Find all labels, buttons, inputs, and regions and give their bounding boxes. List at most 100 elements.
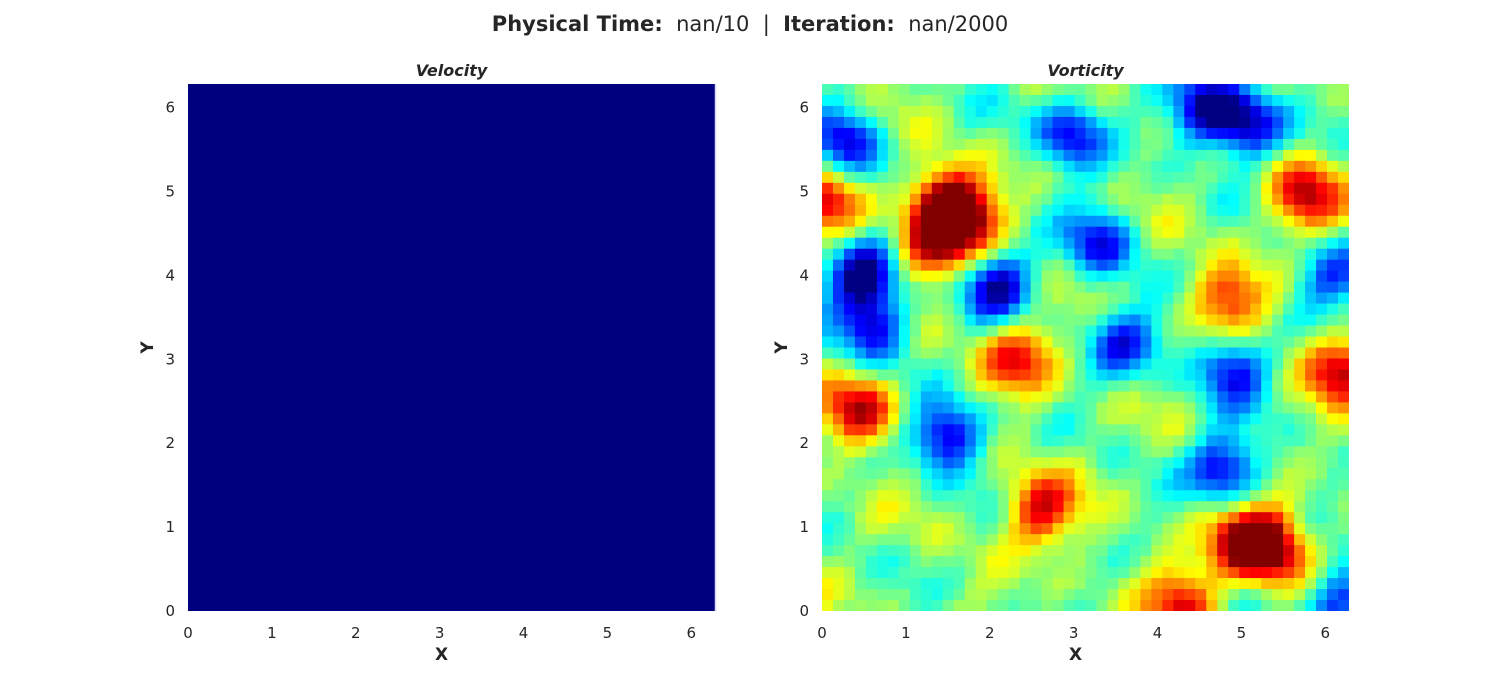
vorticity-cell: [832, 84, 845, 96]
vorticity-cell: [953, 116, 966, 129]
vorticity-cell: [1052, 237, 1065, 250]
vorticity-cell: [1338, 215, 1349, 228]
vorticity-cell: [1140, 512, 1152, 524]
vorticity-cell: [997, 171, 1010, 184]
vorticity-cell: [964, 479, 977, 491]
vorticity-cell: [1085, 479, 1098, 491]
vorticity-cell: [865, 171, 878, 184]
vorticity-cell: [1041, 259, 1054, 272]
vorticity-cell: [1052, 259, 1065, 272]
vorticity-cell: [1283, 534, 1295, 546]
vorticity-cell: [1250, 138, 1262, 151]
vorticity-cell: [1217, 171, 1229, 184]
vorticity-cell: [865, 94, 878, 107]
vorticity-cell: [997, 292, 1010, 305]
vorticity-cell: [1085, 116, 1098, 129]
vorticity-cell: [1305, 270, 1317, 283]
vorticity-cell: [1030, 215, 1043, 228]
vorticity-cell: [1085, 600, 1098, 611]
vorticity-cell: [822, 105, 834, 118]
vorticity-cell: [1338, 303, 1349, 316]
vorticity-cell: [1283, 281, 1295, 294]
vorticity-cell: [1316, 413, 1328, 425]
vorticity-cell: [1129, 402, 1141, 414]
vorticity-cell: [822, 171, 834, 184]
vorticity-cell: [1206, 358, 1218, 371]
vorticity-cell: [1206, 402, 1218, 414]
vorticity-cell: [1085, 567, 1098, 579]
vorticity-cell: [1173, 600, 1185, 611]
vorticity-cell: [1239, 424, 1251, 436]
vorticity-cell: [1250, 391, 1262, 403]
vorticity-cell: [953, 138, 966, 151]
vorticity-cell: [1074, 303, 1087, 316]
vorticity-cell: [986, 358, 999, 371]
vorticity-cell: [832, 94, 845, 107]
vorticity-cell: [1173, 281, 1185, 294]
vorticity-cell: [1008, 226, 1021, 239]
vorticity-cell: [1030, 435, 1043, 447]
vorticity-cell: [1140, 259, 1152, 272]
vorticity-cell: [843, 149, 856, 162]
vorticity-cell: [1140, 84, 1152, 96]
vorticity-cell: [1140, 347, 1152, 360]
vorticity-cell: [1283, 270, 1295, 283]
vorticity-cell: [1063, 523, 1076, 535]
vorticity-cell: [953, 446, 966, 458]
vorticity-cell: [822, 446, 834, 458]
vorticity-cell: [1173, 248, 1185, 261]
vorticity-cell: [1085, 380, 1098, 393]
vorticity-cell: [843, 259, 856, 272]
vorticity-cell: [942, 556, 955, 568]
vorticity-cell: [1096, 435, 1109, 447]
vorticity-cell: [975, 446, 988, 458]
vorticity-cell: [876, 149, 889, 162]
vorticity-cell: [1316, 600, 1328, 611]
vorticity-cell: [832, 347, 845, 360]
vorticity-cell: [1041, 435, 1054, 447]
vorticity-cell: [1019, 193, 1032, 206]
vorticity-cell: [1195, 127, 1207, 140]
vorticity-cell: [1195, 424, 1207, 436]
vorticity-cell: [1030, 545, 1043, 557]
vorticity-cell: [1151, 314, 1163, 327]
vorticity-cell: [865, 226, 878, 239]
vorticity-cell: [1272, 490, 1284, 502]
vorticity-cell: [986, 589, 999, 601]
vorticity-cell: [1184, 545, 1196, 557]
vorticity-cell: [953, 160, 966, 173]
vorticity-cell: [854, 600, 867, 611]
vorticity-cell: [931, 105, 944, 118]
vorticity-cell: [1151, 468, 1163, 480]
vorticity-cell: [1063, 226, 1076, 239]
vorticity-cell: [832, 182, 845, 195]
vorticity-cell: [920, 545, 933, 557]
vorticity-cell: [1294, 578, 1306, 590]
vorticity-cell: [1041, 116, 1054, 129]
vorticity-cell: [964, 84, 977, 96]
vorticity-cell: [1129, 556, 1141, 568]
vorticity-cell: [975, 193, 988, 206]
vorticity-cell: [1261, 182, 1273, 195]
vorticity-cell: [909, 138, 922, 151]
vorticity-cell: [931, 457, 944, 469]
vorticity-cell: [1162, 347, 1174, 360]
vorticity-cell: [1261, 369, 1273, 382]
vorticity-cell: [1327, 523, 1339, 535]
vorticity-cell: [898, 248, 911, 261]
vorticity-cell: [909, 545, 922, 557]
vorticity-cell: [1327, 259, 1339, 272]
vorticity-cell: [1184, 314, 1196, 327]
vorticity-cell: [1184, 567, 1196, 579]
vorticity-cell: [1151, 116, 1163, 129]
vorticity-cell: [909, 457, 922, 469]
vorticity-cell: [1063, 391, 1076, 403]
vorticity-cell: [1217, 94, 1229, 107]
vorticity-cell: [1019, 523, 1032, 535]
vorticity-cell: [1074, 325, 1087, 338]
vorticity-cell: [1085, 556, 1098, 568]
vorticity-cell: [1239, 567, 1251, 579]
vorticity-cell: [1096, 413, 1109, 425]
vorticity-cell: [1250, 149, 1262, 162]
vorticity-cell: [1294, 369, 1306, 382]
